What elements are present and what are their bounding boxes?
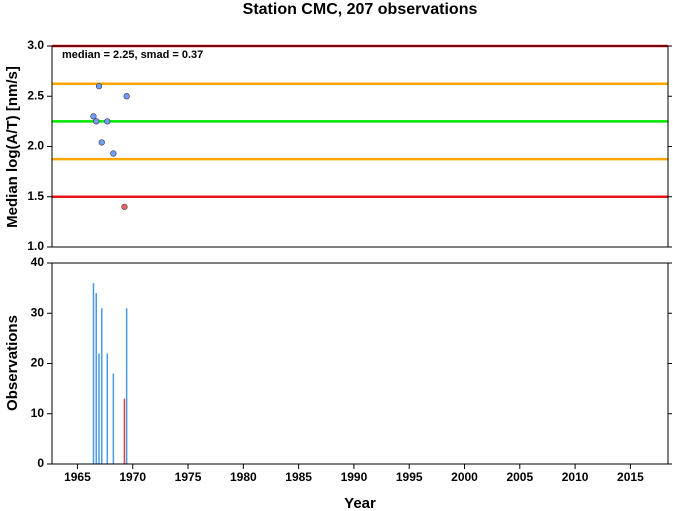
y-tick-label: 2.5: [27, 88, 44, 102]
bar: [112, 373, 115, 464]
plot-frame: [51, 45, 669, 248]
point: [93, 118, 100, 125]
point: [95, 83, 103, 90]
y-tick-label: 3.0: [27, 38, 44, 52]
y-tick-label: 1.0: [27, 239, 44, 253]
x-tick-label: 1965: [64, 470, 91, 484]
point: [98, 139, 105, 146]
y-axis-label: Observations: [4, 315, 21, 411]
y-tick-label: 0: [37, 456, 44, 470]
x-tick-label: 1970: [119, 470, 146, 484]
point: [110, 150, 117, 157]
annotation: median = 2.25, smad = 0.37: [62, 49, 203, 61]
point: [104, 118, 111, 125]
y-tick-label: 1.5: [27, 189, 44, 203]
x-tick-label: 2015: [617, 470, 644, 484]
y-tick-label: 30: [31, 305, 45, 319]
x-tick-label: 1995: [396, 470, 423, 484]
x-tick-label: 2010: [562, 470, 589, 484]
bar: [92, 283, 95, 464]
bar: [98, 353, 100, 464]
plot-frame: [51, 262, 669, 465]
y-tick-label: 40: [31, 255, 45, 269]
x-tick-label: 1980: [230, 470, 257, 484]
y-axis-label: Median log(A/T) [nm/s]: [4, 66, 21, 228]
x-tick-label: 1990: [341, 470, 368, 484]
point: [121, 203, 128, 210]
bar: [125, 308, 128, 464]
bar: [101, 308, 103, 464]
x-tick-label: 2000: [451, 470, 478, 484]
bar: [106, 353, 109, 464]
y-tick-label: 20: [31, 356, 45, 370]
x-axis-label: Year: [344, 495, 376, 511]
x-tick-label: 1985: [285, 470, 312, 484]
bar: [95, 293, 97, 464]
chart-title: Station CMC, 207 observations: [243, 1, 478, 18]
y-tick-label: 2.0: [27, 139, 44, 153]
point: [123, 93, 130, 100]
bar: [123, 398, 126, 464]
y-tick-label: 10: [31, 406, 45, 420]
x-tick-label: 1975: [175, 470, 202, 484]
point: [90, 113, 97, 120]
x-tick-label: 2005: [506, 470, 533, 484]
